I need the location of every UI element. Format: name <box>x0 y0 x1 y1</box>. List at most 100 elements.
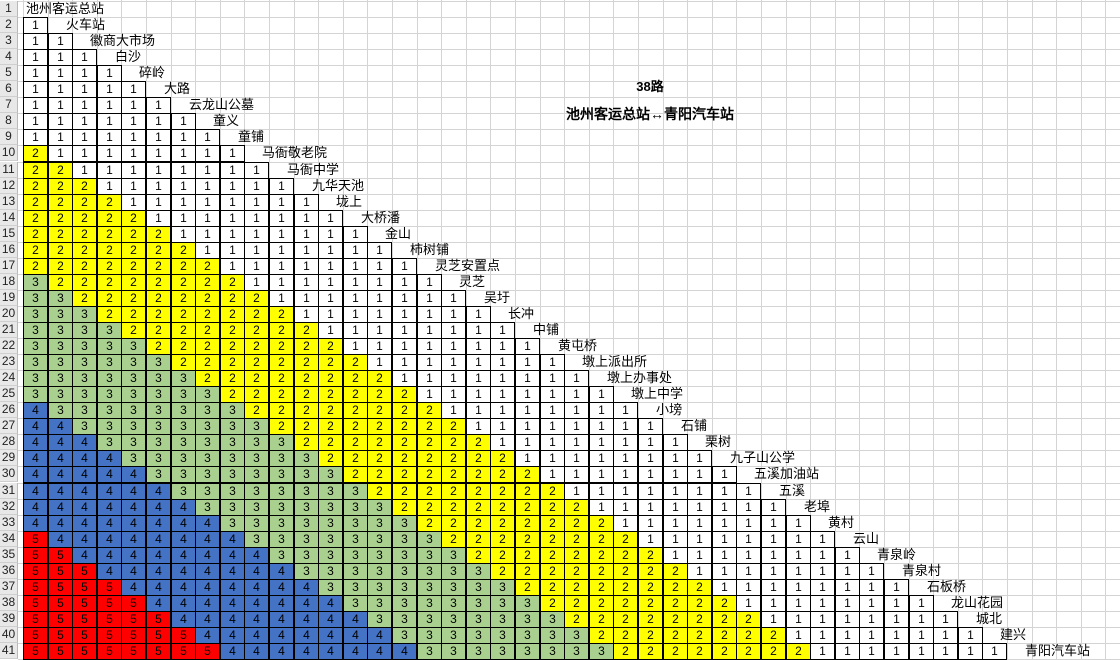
fare-cell[interactable]: 2 <box>171 242 196 259</box>
fare-cell[interactable]: 2 <box>392 402 417 419</box>
fare-cell[interactable]: 3 <box>343 515 368 532</box>
fare-cell[interactable]: 2 <box>269 402 294 419</box>
fare-cell[interactable]: 3 <box>367 563 392 580</box>
fare-cell[interactable]: 1 <box>810 579 835 596</box>
fare-cell[interactable]: 5 <box>146 627 171 644</box>
fare-cell[interactable]: 1 <box>638 450 663 467</box>
fare-cell[interactable]: 1 <box>466 418 491 435</box>
fare-cell[interactable]: 2 <box>540 531 565 548</box>
fare-cell[interactable]: 3 <box>318 579 343 596</box>
fare-cell[interactable]: 2 <box>515 466 540 483</box>
fare-cell[interactable]: 2 <box>712 627 737 644</box>
fare-cell[interactable]: 1 <box>220 210 245 227</box>
fare-cell[interactable]: 2 <box>589 627 614 644</box>
fare-cell[interactable]: 3 <box>97 322 122 339</box>
fare-cell[interactable]: 3 <box>23 354 48 371</box>
fare-cell[interactable]: 1 <box>638 499 663 516</box>
fare-cell[interactable]: 2 <box>638 611 663 628</box>
fare-cell[interactable]: 3 <box>343 547 368 564</box>
fare-cell[interactable]: 2 <box>220 290 245 307</box>
fare-cell[interactable]: 3 <box>515 611 540 628</box>
fare-cell[interactable]: 2 <box>171 354 196 371</box>
fare-cell[interactable]: 2 <box>23 194 48 211</box>
fare-cell[interactable]: 1 <box>244 210 269 227</box>
fare-cell[interactable]: 2 <box>48 258 73 275</box>
fare-cell[interactable]: 1 <box>515 370 540 387</box>
fare-cell[interactable]: 1 <box>613 434 638 451</box>
fare-cell[interactable]: 1 <box>392 354 417 371</box>
fare-cell[interactable]: 1 <box>736 579 761 596</box>
fare-cell[interactable]: 1 <box>121 113 146 130</box>
fare-cell[interactable]: 2 <box>589 515 614 532</box>
fare-cell[interactable]: 1 <box>97 65 122 82</box>
fare-cell[interactable]: 3 <box>564 627 589 644</box>
fare-cell[interactable]: 4 <box>220 595 245 612</box>
fare-cell[interactable]: 3 <box>466 579 491 596</box>
fare-cell[interactable]: 3 <box>23 338 48 355</box>
fare-cell[interactable]: 1 <box>687 483 712 500</box>
fare-cell[interactable]: 1 <box>712 531 737 548</box>
fare-cell[interactable]: 1 <box>269 194 294 211</box>
fare-cell[interactable]: 5 <box>171 643 196 660</box>
fare-cell[interactable]: 2 <box>294 354 319 371</box>
fare-cell[interactable]: 4 <box>269 611 294 628</box>
fare-cell[interactable]: 2 <box>318 338 343 355</box>
fare-cell[interactable]: 2 <box>146 226 171 243</box>
fare-cell[interactable]: 1 <box>835 627 860 644</box>
fare-cell[interactable]: 2 <box>171 338 196 355</box>
fare-cell[interactable]: 2 <box>540 547 565 564</box>
fare-cell[interactable]: 5 <box>97 643 122 660</box>
fare-cell[interactable]: 2 <box>638 627 663 644</box>
fare-cell[interactable]: 4 <box>23 499 48 516</box>
fare-cell[interactable]: 1 <box>810 643 835 660</box>
fare-cell[interactable]: 4 <box>146 515 171 532</box>
fare-cell[interactable]: 2 <box>564 611 589 628</box>
fare-cell[interactable]: 3 <box>121 434 146 451</box>
fare-cell[interactable]: 3 <box>244 515 269 532</box>
fare-cell[interactable]: 2 <box>294 338 319 355</box>
fare-cell[interactable]: 5 <box>48 643 73 660</box>
fare-cell[interactable]: 3 <box>490 627 515 644</box>
fare-cell[interactable]: 1 <box>441 354 466 371</box>
fare-cell[interactable]: 1 <box>761 547 786 564</box>
fare-cell[interactable]: 3 <box>244 483 269 500</box>
fare-cell[interactable]: 1 <box>663 547 688 564</box>
fare-cell[interactable]: 5 <box>97 611 122 628</box>
fare-cell[interactable]: 4 <box>121 547 146 564</box>
fare-cell[interactable]: 3 <box>220 434 245 451</box>
fare-cell[interactable]: 1 <box>367 274 392 291</box>
fare-cell[interactable]: 2 <box>392 483 417 500</box>
fare-cell[interactable]: 1 <box>417 290 442 307</box>
fare-cell[interactable]: 2 <box>269 418 294 435</box>
fare-cell[interactable]: 2 <box>294 386 319 403</box>
fare-cell[interactable]: 4 <box>220 531 245 548</box>
fare-cell[interactable]: 3 <box>220 515 245 532</box>
fare-cell[interactable]: 5 <box>146 643 171 660</box>
fare-cell[interactable]: 2 <box>121 274 146 291</box>
fare-cell[interactable]: 3 <box>23 370 48 387</box>
fare-cell[interactable]: 1 <box>687 515 712 532</box>
fare-cell[interactable]: 2 <box>97 290 122 307</box>
fare-cell[interactable]: 3 <box>343 483 368 500</box>
fare-cell[interactable]: 2 <box>441 450 466 467</box>
fare-cell[interactable]: 1 <box>195 194 220 211</box>
fare-cell[interactable]: 3 <box>367 515 392 532</box>
fare-cell[interactable]: 4 <box>244 563 269 580</box>
fare-cell[interactable]: 4 <box>195 515 220 532</box>
fare-cell[interactable]: 4 <box>392 643 417 660</box>
fare-cell[interactable]: 2 <box>613 563 638 580</box>
fare-cell[interactable]: 3 <box>417 547 442 564</box>
fare-cell[interactable]: 2 <box>343 386 368 403</box>
fare-cell[interactable]: 2 <box>343 450 368 467</box>
fare-cell[interactable]: 4 <box>318 611 343 628</box>
fare-cell[interactable]: 4 <box>220 579 245 596</box>
fare-cell[interactable]: 1 <box>417 322 442 339</box>
fare-cell[interactable]: 1 <box>736 563 761 580</box>
fare-cell[interactable]: 1 <box>933 643 958 660</box>
fare-cell[interactable]: 3 <box>318 499 343 516</box>
fare-cell[interactable]: 3 <box>441 643 466 660</box>
fare-cell[interactable]: 1 <box>146 162 171 179</box>
fare-cell[interactable]: 3 <box>23 386 48 403</box>
fare-cell[interactable]: 1 <box>761 499 786 516</box>
fare-cell[interactable]: 1 <box>294 306 319 323</box>
